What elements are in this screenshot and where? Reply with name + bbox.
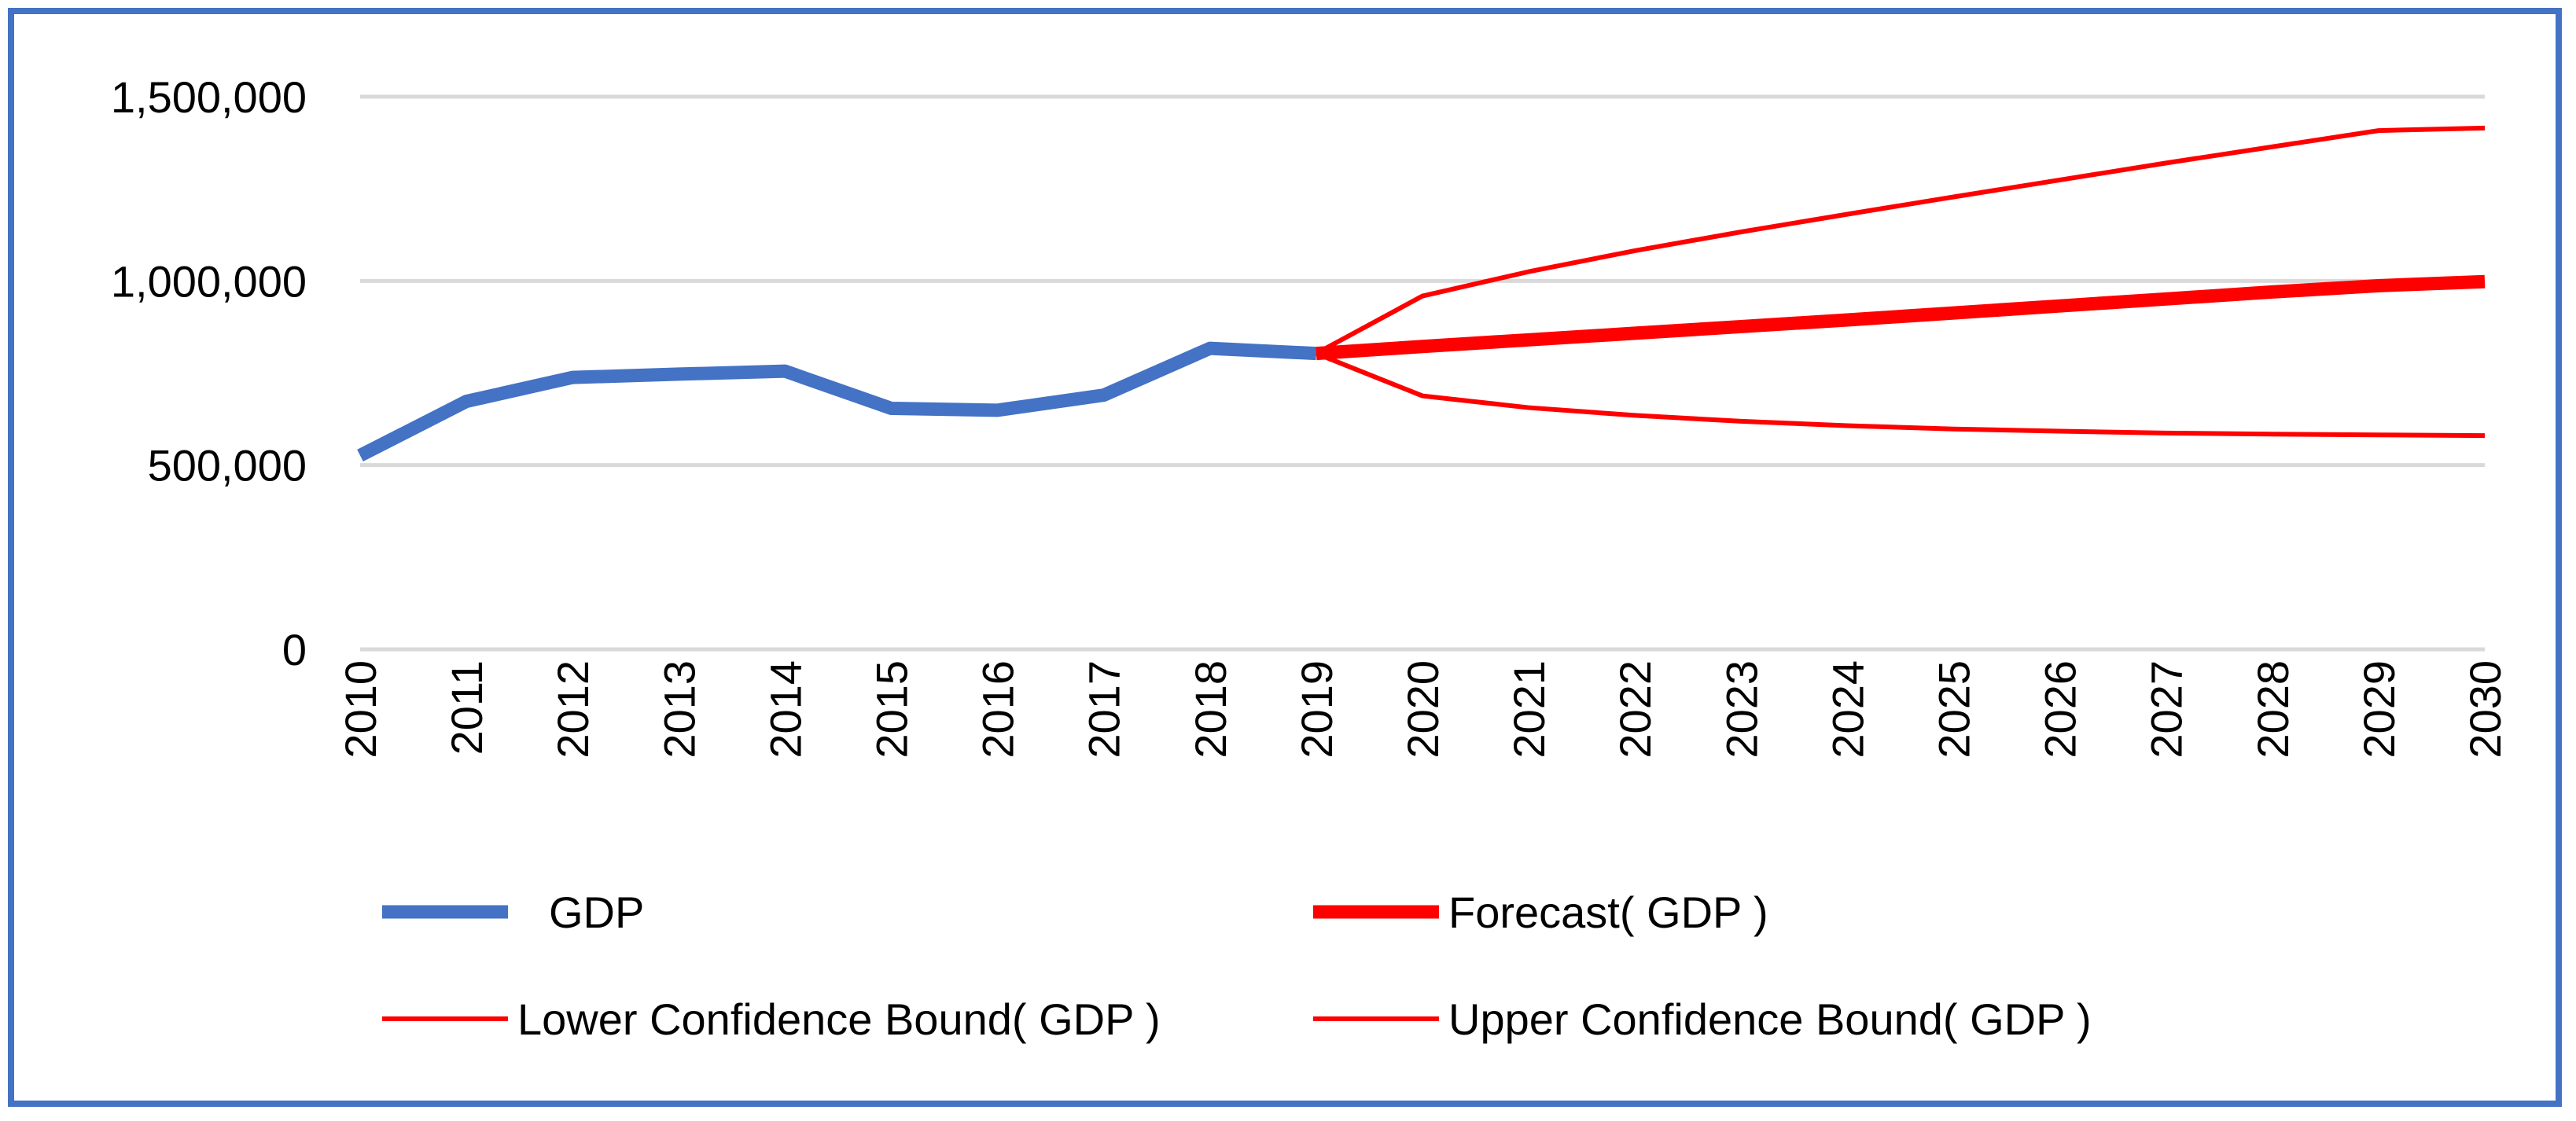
x-tick-label: 2010	[336, 660, 385, 759]
x-tick-label: 2011	[442, 660, 491, 755]
y-axis-tick-labels: 0 500,000 1,000,000 1,500,000	[111, 72, 307, 674]
x-tick-label: 2017	[1080, 660, 1129, 759]
x-tick-label: 2030	[2460, 660, 2510, 759]
x-tick-label: 2016	[973, 660, 1023, 759]
x-tick-label: 2028	[2248, 660, 2298, 759]
y-tick-label: 500,000	[148, 441, 307, 491]
series-lines	[357, 125, 2486, 462]
series-line-lower-confidence-bound-gdp	[1315, 351, 2486, 439]
x-tick-label: 2026	[2036, 660, 2085, 759]
x-tick-label: 2014	[760, 660, 810, 759]
x-tick-label: 2018	[1186, 660, 1235, 759]
x-tick-label: 2019	[1292, 660, 1341, 759]
series-line-forecast-gdp	[1316, 274, 2486, 361]
legend: GDP Forecast( GDP ) Lower Confidence Bound…	[382, 888, 2092, 1044]
x-tick-label: 2023	[1717, 660, 1766, 759]
legend-label: Lower Confidence Bound( GDP )	[517, 994, 1161, 1044]
legend-label: GDP	[549, 888, 644, 937]
x-tick-label: 2020	[1398, 660, 1448, 759]
x-tick-label: 2013	[654, 660, 704, 759]
x-tick-label: 2015	[867, 660, 917, 759]
gridlines	[360, 94, 2485, 652]
legend-label: Forecast( GDP )	[1448, 888, 1768, 937]
x-tick-label: 2029	[2354, 660, 2404, 759]
chart-frame: 0 500,000 1,000,000 1,500,000 2010 2011 2012 2…	[8, 8, 2562, 1107]
x-tick-label: 2027	[2142, 660, 2191, 759]
y-tick-label: 1,000,000	[111, 256, 307, 306]
x-tick-label: 2024	[1823, 660, 1872, 759]
y-tick-label: 0	[282, 625, 307, 674]
x-tick-label: 2021	[1504, 660, 1554, 759]
x-tick-label: 2012	[548, 660, 598, 759]
series-line-upper-confidence-bound-gdp	[1315, 125, 2486, 356]
series-line-gdp	[357, 341, 1317, 462]
y-tick-label: 1,500,000	[111, 72, 307, 122]
legend-label: Upper Confidence Bound( GDP )	[1448, 994, 2092, 1044]
x-axis-tick-labels: 2010 2011 2012 2013 2014 2015 2016 2017 2018 2019…	[336, 660, 2510, 759]
x-tick-label: 2022	[1610, 660, 1660, 759]
x-tick-label: 2025	[1930, 660, 1979, 759]
